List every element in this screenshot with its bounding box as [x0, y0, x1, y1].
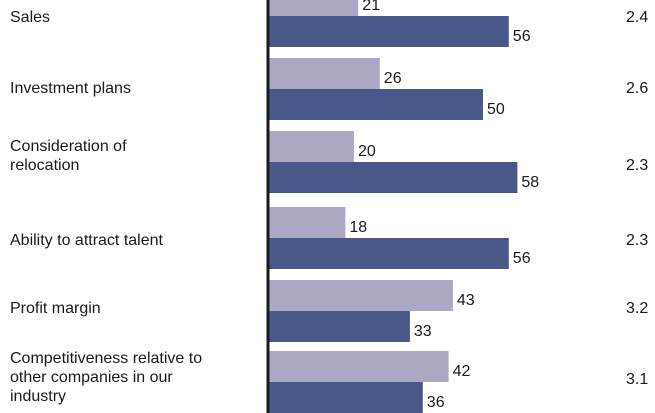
- bar-series1-cat1: [268, 0, 359, 16]
- category-label-competitiveness: Competitiveness relative to other compan…: [10, 350, 203, 405]
- bar-series2-cat5: [268, 311, 410, 342]
- category-label-sales: Sales: [10, 9, 51, 26]
- bar-series2-cat6: [268, 382, 423, 413]
- score-sales: 2.4: [626, 9, 649, 26]
- data-label-series1-cat6: 42: [453, 363, 471, 380]
- data-label-series2-cat3: 58: [521, 174, 539, 191]
- data-label-series2-cat4: 56: [513, 250, 531, 267]
- category-label-investment-plans: Investment plans: [10, 80, 131, 97]
- bar-series1-cat2: [268, 58, 380, 89]
- data-label-series1-cat3: 20: [358, 143, 376, 160]
- bar-series1-cat6: [268, 351, 449, 382]
- score-consideration-of-relocation: 2.3: [626, 157, 649, 174]
- data-label-series2-cat6: 36: [427, 394, 445, 411]
- category-label-consideration-of-relocation: Consideration of relocation: [10, 138, 127, 174]
- bar-series2-cat1: [268, 16, 509, 47]
- score-competitiveness: 3.1: [626, 371, 649, 388]
- bar-series1-cat3: [268, 131, 354, 162]
- score-ability-to-attract-talent: 2.3: [626, 232, 649, 249]
- data-label-series2-cat5: 33: [414, 323, 432, 340]
- bar-series2-cat4: [268, 238, 509, 269]
- category-label-ability-to-attract-talent: Ability to attract talent: [10, 232, 163, 249]
- bar-series1-cat4: [268, 207, 346, 238]
- data-label-series1-cat5: 43: [457, 292, 475, 309]
- bar-series2-cat2: [268, 89, 483, 120]
- bar-series2-cat3: [268, 162, 518, 193]
- score-investment-plans: 2.6: [626, 80, 649, 97]
- score-profit-margin: 3.2: [626, 300, 649, 317]
- data-label-series1-cat4: 18: [349, 219, 367, 236]
- category-label-profit-margin: Profit margin: [10, 300, 101, 317]
- data-label-series1-cat1: 21: [362, 0, 380, 14]
- data-label-series2-cat1: 56: [513, 28, 531, 45]
- bar-series1-cat5: [268, 280, 453, 311]
- data-label-series2-cat2: 50: [487, 101, 505, 118]
- data-label-series1-cat2: 26: [384, 70, 402, 87]
